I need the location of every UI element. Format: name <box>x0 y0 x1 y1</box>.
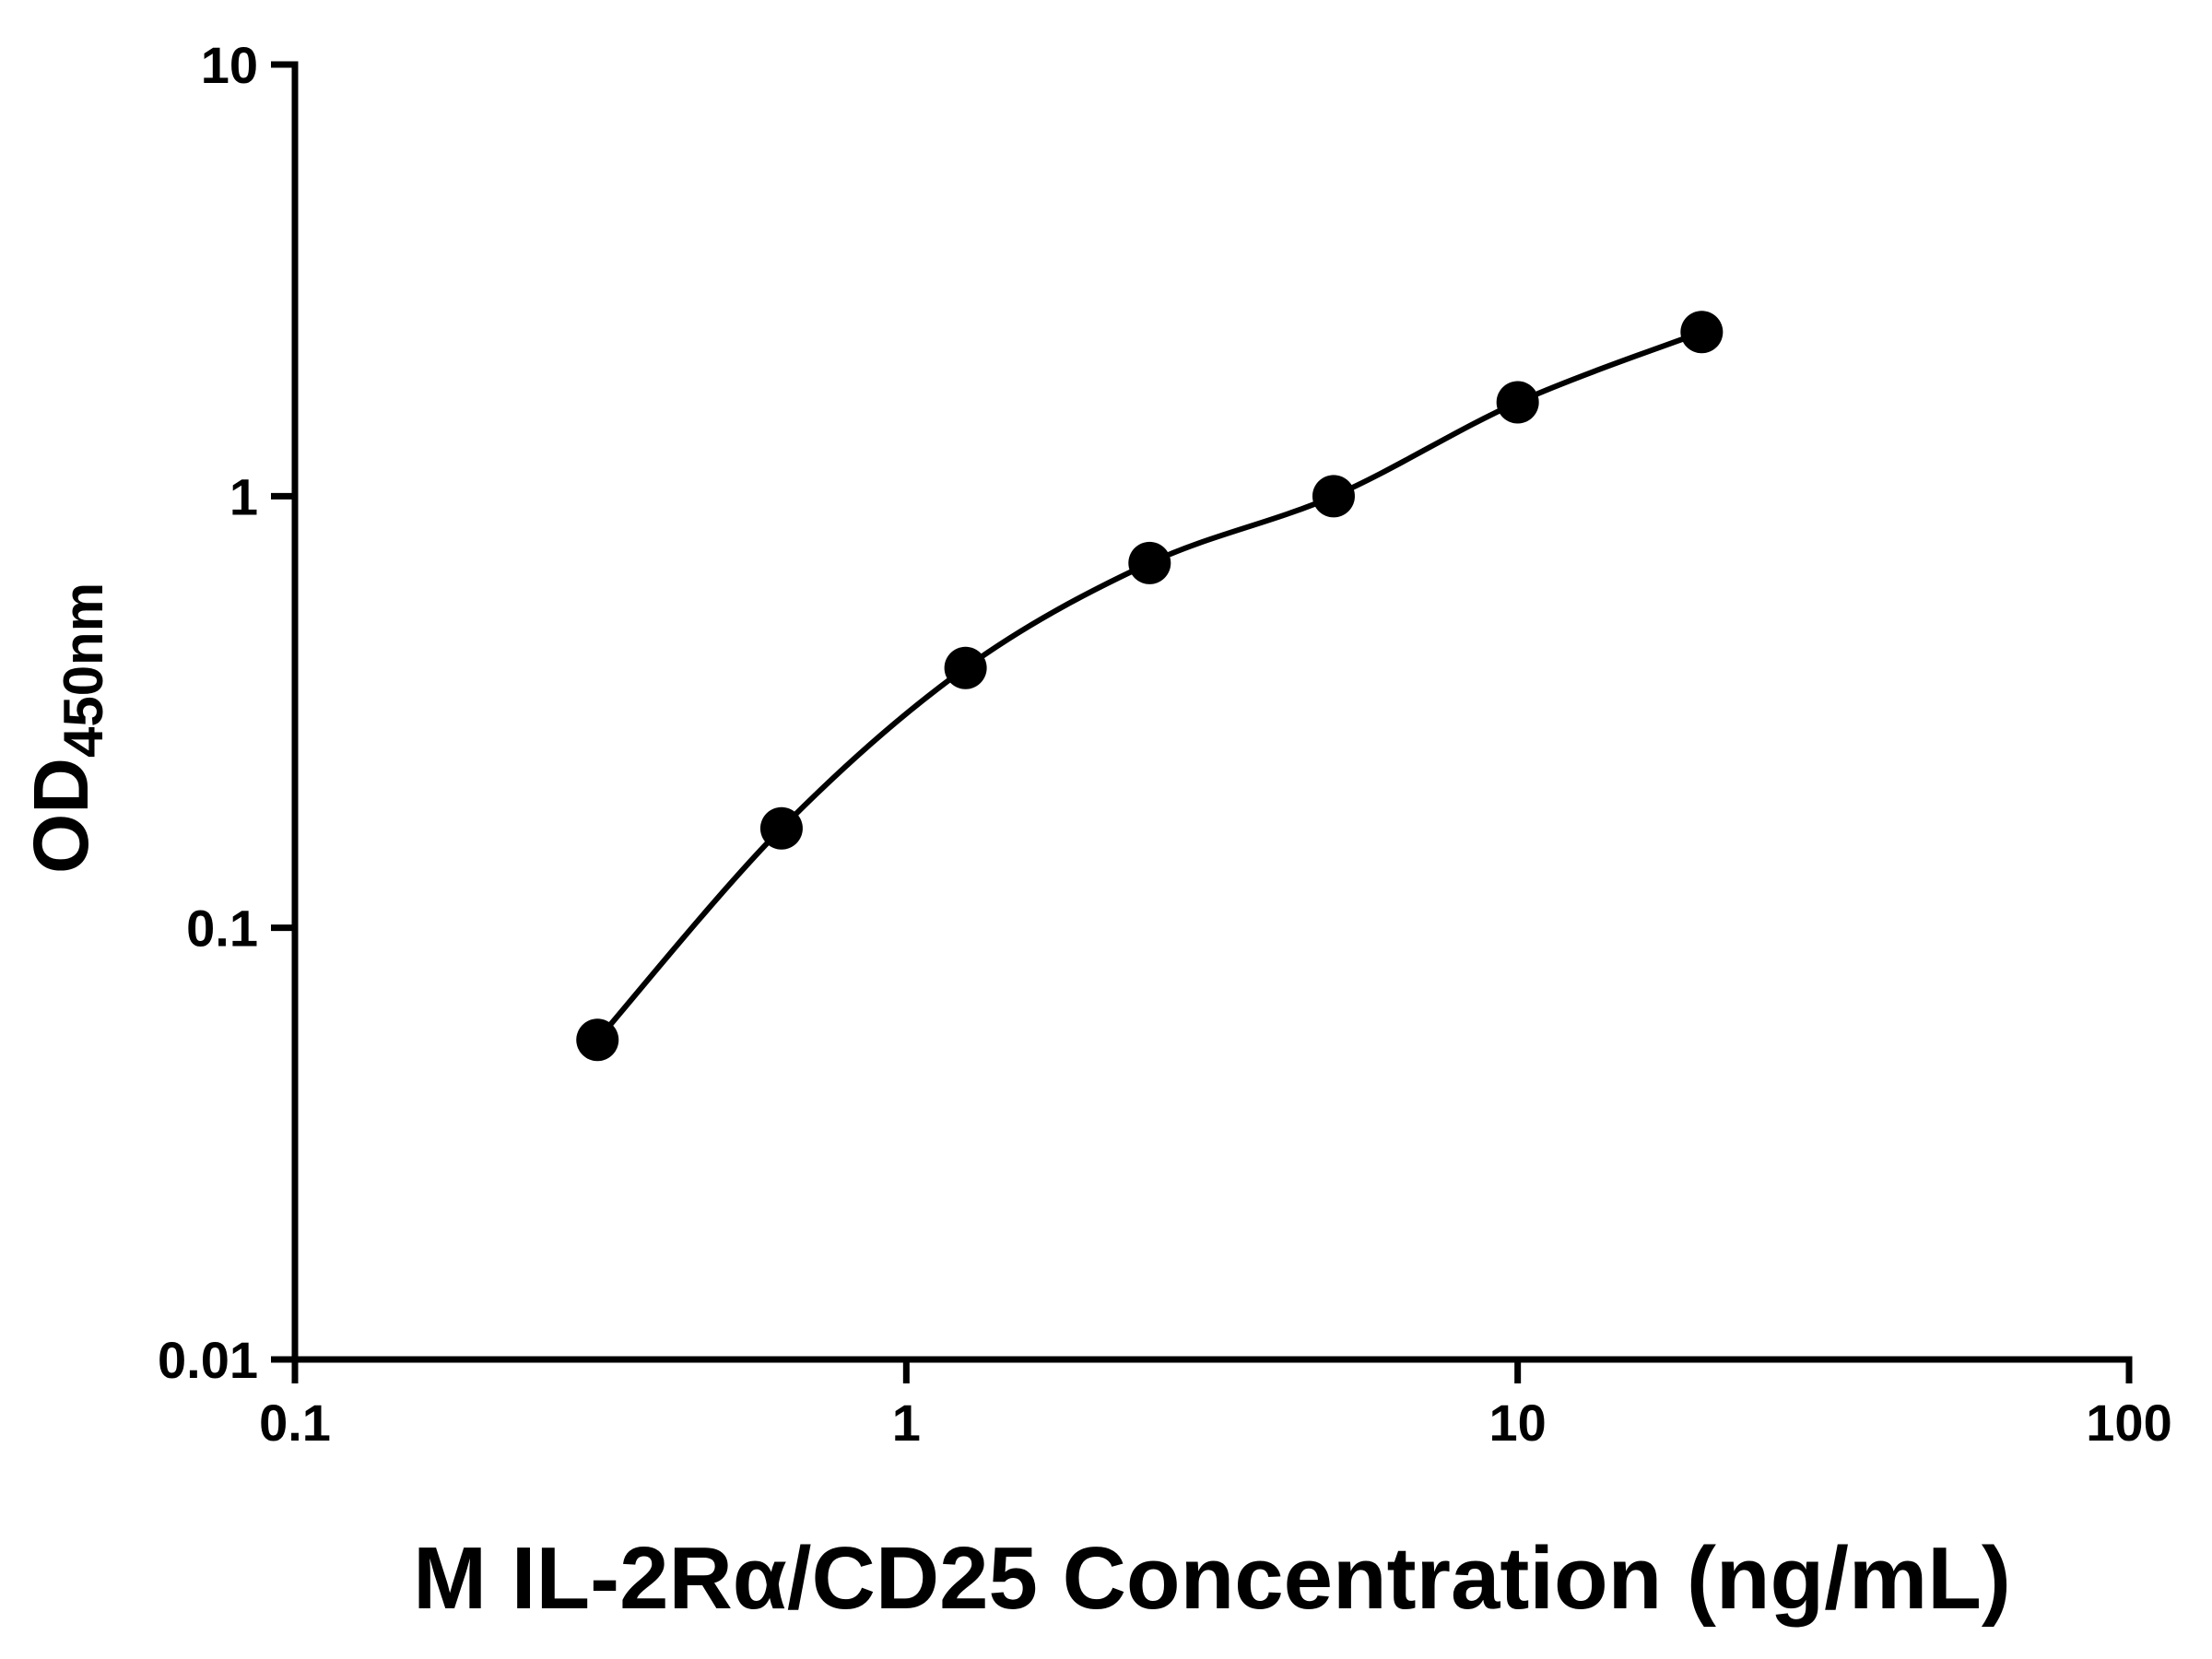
standard-curve-line <box>594 329 1703 1042</box>
data-point <box>944 646 987 689</box>
x-tick-label: 100 <box>2086 1394 2171 1452</box>
data-point <box>1680 311 1724 354</box>
x-tick-label: 10 <box>1489 1394 1547 1452</box>
x-tick-label: 0.1 <box>259 1394 331 1452</box>
x-tick-label: 1 <box>892 1394 921 1452</box>
y-axis-title-subscript: 450nm <box>53 582 114 758</box>
data-point <box>1496 381 1539 424</box>
y-tick-label: 10 <box>201 36 258 94</box>
y-tick-label: 0.1 <box>186 900 258 958</box>
y-tick-label: 0.01 <box>158 1331 258 1389</box>
data-point <box>759 806 803 850</box>
data-point <box>1128 541 1171 584</box>
y-tick-label: 1 <box>229 467 258 525</box>
data-point <box>576 1018 619 1062</box>
axes-lines <box>291 61 2133 1363</box>
y-axis-title-main: OD <box>18 758 104 874</box>
x-axis-title: M IL-2Rα/CD25 Concentration (ng/mL) <box>413 1529 2011 1628</box>
data-point <box>1312 475 1355 518</box>
y-axis-title: OD450nm <box>18 582 114 874</box>
